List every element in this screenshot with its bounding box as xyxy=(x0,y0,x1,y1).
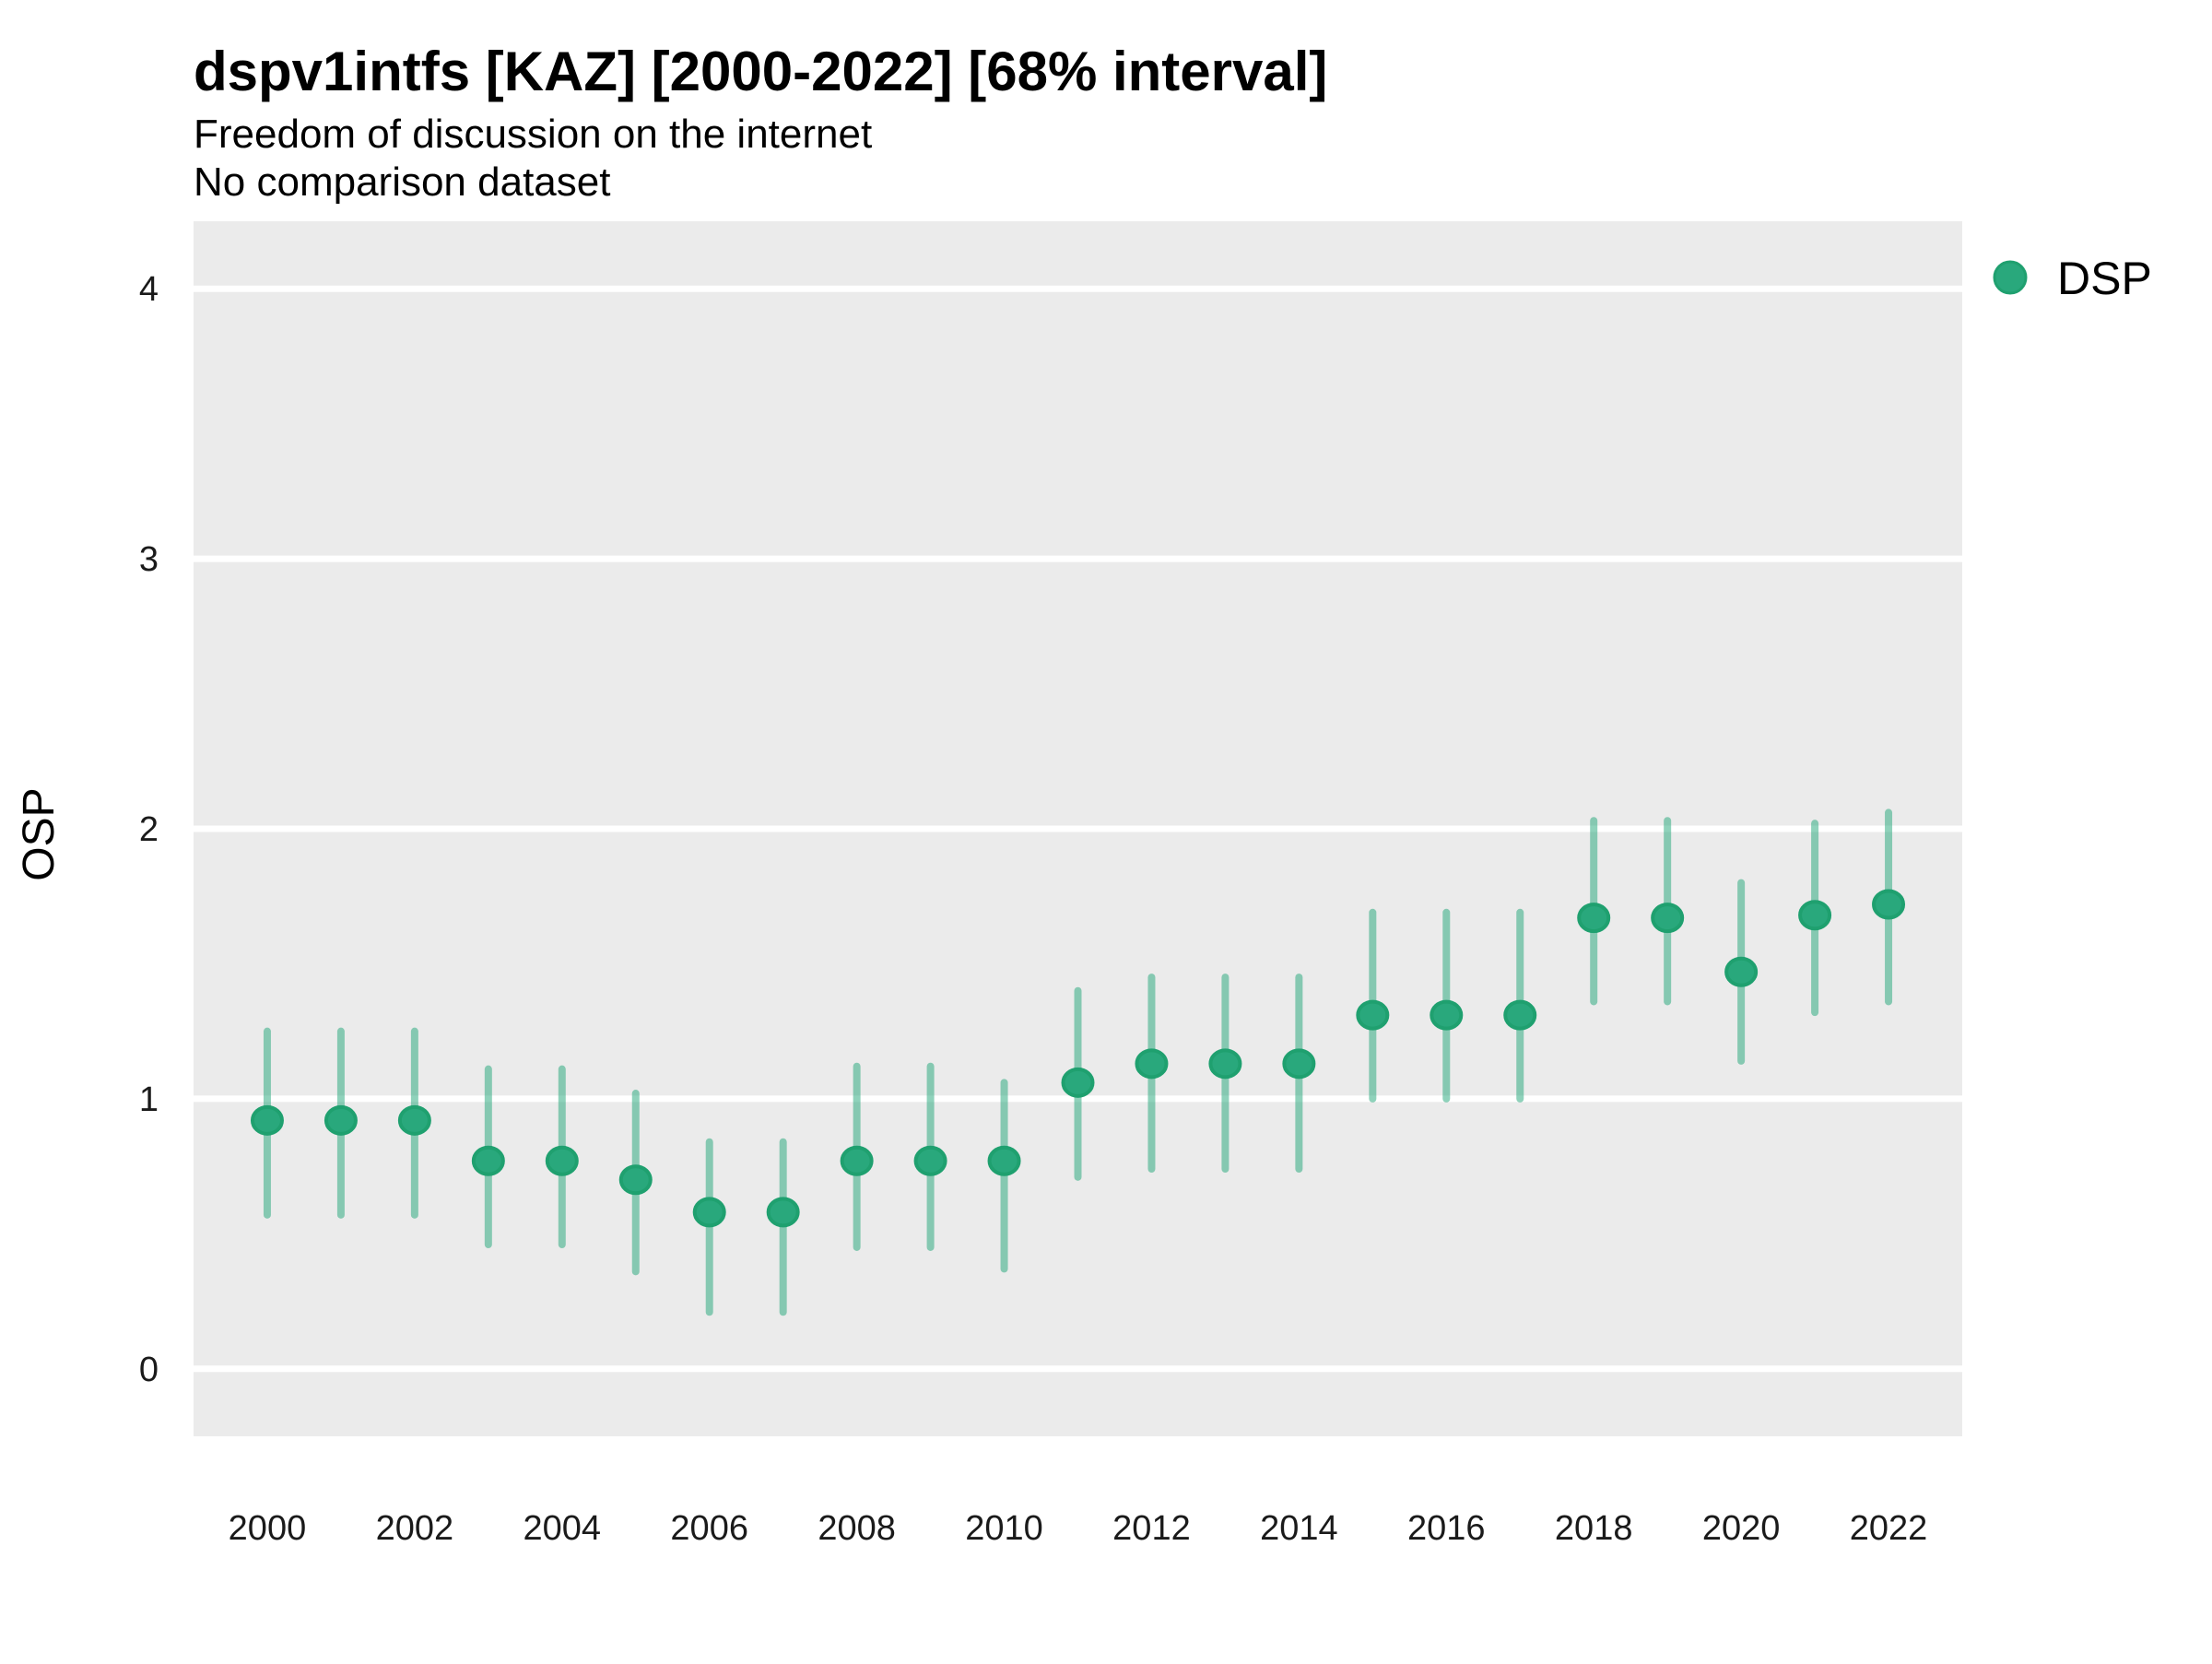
point-2019 xyxy=(1651,903,1685,934)
point-2011 xyxy=(1061,1067,1095,1098)
point-2013 xyxy=(1208,1048,1242,1080)
x-tick-label-2000: 2000 xyxy=(229,1509,307,1548)
data-marks-group xyxy=(250,808,1906,1316)
y-tick-label-3: 3 xyxy=(139,540,159,579)
point-2016 xyxy=(1430,999,1464,1031)
point-2002 xyxy=(397,1104,431,1136)
x-tick-label-2016: 2016 xyxy=(1407,1509,1486,1548)
tick-labels-group: 0 1 2 3 4 2000 2002 2004 2006 2008 2010 2012 2014 201… xyxy=(139,270,1927,1548)
x-tick-label-2014: 2014 xyxy=(1260,1509,1338,1548)
point-2001 xyxy=(324,1104,358,1136)
point-2015 xyxy=(1356,999,1390,1031)
x-tick-label-2022: 2022 xyxy=(1850,1509,1928,1548)
x-tick-label-2020: 2020 xyxy=(1702,1509,1781,1548)
x-tick-label-2004: 2004 xyxy=(524,1509,602,1548)
chart-subtitle: Freedom of discussion on the internet xyxy=(194,112,872,157)
x-tick-label-2018: 2018 xyxy=(1555,1509,1633,1548)
x-tick-label-2010: 2010 xyxy=(965,1509,1043,1548)
point-2010 xyxy=(987,1145,1021,1176)
point-2006 xyxy=(692,1197,726,1228)
point-2012 xyxy=(1135,1048,1169,1080)
point-2009 xyxy=(913,1145,947,1176)
point-2018 xyxy=(1577,903,1611,934)
point-2007 xyxy=(766,1197,800,1228)
point-2017 xyxy=(1503,999,1537,1031)
point-2021 xyxy=(1798,900,1832,931)
point-2020 xyxy=(1724,956,1759,987)
y-axis-title: OSP xyxy=(15,787,64,880)
y-tick-label-2: 2 xyxy=(139,810,159,849)
point-2005 xyxy=(618,1164,653,1196)
x-tick-label-2008: 2008 xyxy=(818,1509,896,1548)
chart-subtitle-2: No comparison dataset xyxy=(194,159,610,205)
y-tick-label-4: 4 xyxy=(139,270,159,309)
y-tick-label-1: 1 xyxy=(139,1080,159,1119)
point-2022 xyxy=(1872,889,1906,920)
x-tick-label-2006: 2006 xyxy=(670,1509,748,1548)
point-2000 xyxy=(250,1104,284,1136)
point-2004 xyxy=(545,1145,579,1176)
x-tick-label-2012: 2012 xyxy=(1112,1509,1191,1548)
point-2003 xyxy=(471,1145,505,1176)
point-2008 xyxy=(840,1145,874,1176)
legend-label: DSP xyxy=(2057,253,2152,304)
x-tick-label-2002: 2002 xyxy=(376,1509,454,1548)
legend-point-icon xyxy=(1993,260,2028,295)
legend: DSP xyxy=(1993,253,2152,304)
point-2014 xyxy=(1282,1048,1316,1080)
y-tick-label-0: 0 xyxy=(139,1351,159,1389)
chart-title: dspv1intfs [KAZ] [2000-2022] [68% interv… xyxy=(194,41,1327,102)
